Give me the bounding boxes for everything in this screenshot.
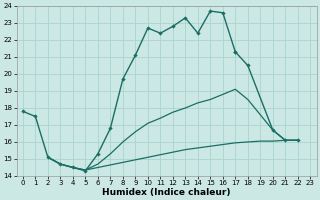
X-axis label: Humidex (Indice chaleur): Humidex (Indice chaleur) [102, 188, 231, 197]
